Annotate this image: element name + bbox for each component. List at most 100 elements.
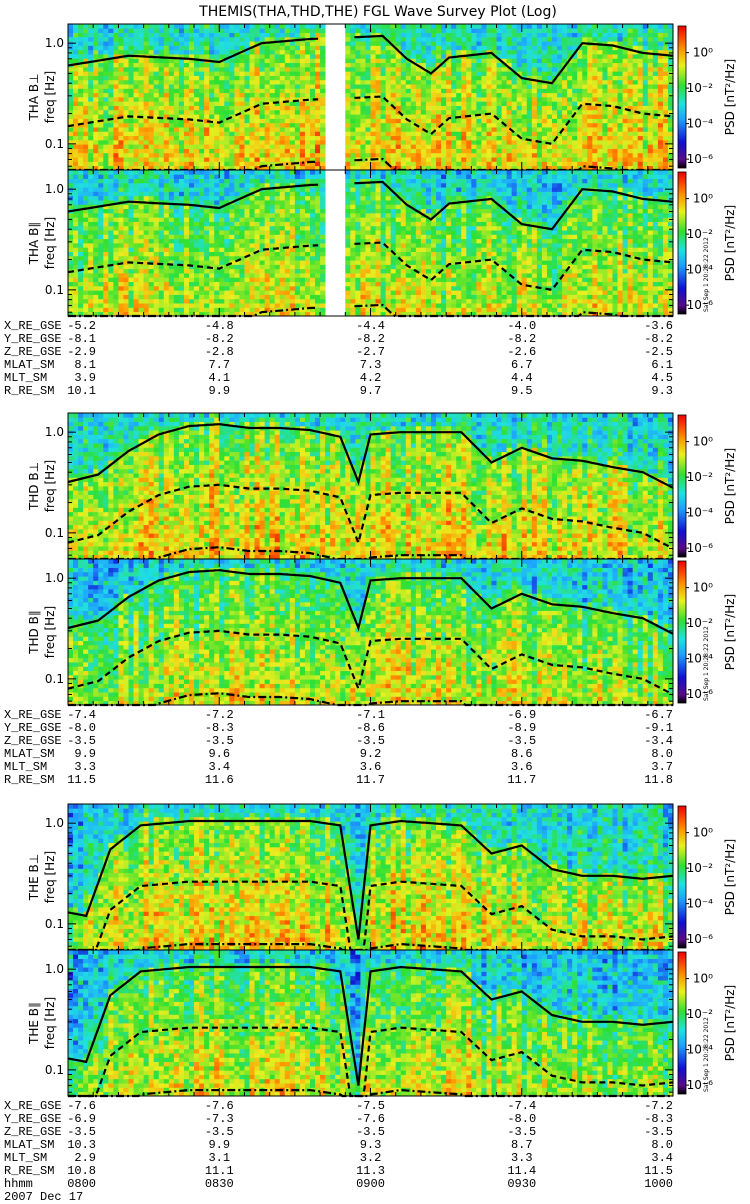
psd-cell [416, 50, 421, 55]
psd-cell [265, 80, 270, 85]
psd-cell [633, 127, 638, 132]
psd-cell [229, 71, 234, 76]
psd-cell [229, 28, 234, 33]
psd-cell [446, 123, 451, 128]
psd-cell [663, 88, 668, 93]
psd-cell [83, 239, 88, 244]
psd-cell [628, 41, 633, 46]
psd-cell [305, 93, 310, 98]
psd-cell [607, 71, 612, 76]
psd-cell [295, 149, 300, 154]
psd-cell [557, 101, 562, 106]
psd-cell [194, 161, 199, 166]
psd-cell [174, 101, 179, 106]
psd-cell [492, 131, 497, 136]
psd-cell [577, 63, 582, 68]
psd-cell [471, 144, 476, 149]
psd-cell [607, 127, 612, 132]
psd-cell [653, 97, 658, 102]
psd-cell [164, 37, 169, 42]
psd-cell [265, 58, 270, 63]
psd-cell [537, 110, 542, 115]
psd-cell [144, 273, 149, 278]
psd-cell [507, 101, 512, 106]
psd-cell [628, 63, 633, 68]
psd-cell [486, 149, 491, 154]
psd-cell [144, 136, 149, 141]
psd-cell [108, 153, 113, 158]
psd-cell [129, 110, 134, 115]
psd-cell [345, 114, 350, 119]
psd-cell [522, 140, 527, 145]
psd-cell [582, 153, 587, 158]
psd-cell [275, 114, 280, 119]
psd-cell [118, 299, 123, 304]
psd-cell [179, 88, 184, 93]
psd-cell [280, 127, 285, 132]
psd-cell [663, 157, 668, 162]
psd-cell [229, 58, 234, 63]
psd-cell [497, 41, 502, 46]
psd-cell [194, 157, 199, 162]
psd-cell [411, 131, 416, 136]
psd-cell [229, 76, 234, 81]
psd-cell [123, 45, 128, 50]
psd-cell [239, 106, 244, 111]
psd-cell [542, 114, 547, 119]
psd-cell [406, 140, 411, 145]
psd-cell [633, 149, 638, 154]
psd-cell [199, 234, 204, 239]
psd-cell [78, 200, 83, 205]
psd-cell [113, 144, 118, 149]
psd-cell [557, 136, 562, 141]
psd-cell [159, 307, 164, 312]
psd-cell [144, 264, 149, 269]
psd-cell [179, 76, 184, 81]
psd-cell [310, 93, 315, 98]
psd-cell [270, 136, 275, 141]
psd-cell [144, 80, 149, 85]
psd-cell [567, 33, 572, 38]
psd-cell [562, 33, 567, 38]
psd-cell [134, 252, 139, 257]
psd-cell [355, 144, 360, 149]
psd-cell [300, 41, 305, 46]
psd-cell [250, 71, 255, 76]
psd-cell [567, 131, 572, 136]
psd-cell [123, 50, 128, 55]
psd-cell [219, 101, 224, 106]
psd-cell [194, 295, 199, 300]
psd-cell [658, 157, 663, 162]
psd-cell [83, 28, 88, 33]
psd-cell [350, 101, 355, 106]
psd-cell [305, 123, 310, 128]
psd-cell [199, 230, 204, 235]
psd-cell [466, 157, 471, 162]
psd-cell [149, 131, 154, 136]
psd-cell [421, 101, 426, 106]
psd-cell [209, 106, 214, 111]
psd-cell [618, 37, 623, 42]
psd-cell [360, 106, 365, 111]
psd-cell [93, 144, 98, 149]
psd-cell [234, 97, 239, 102]
psd-cell [103, 196, 108, 201]
psd-cell [592, 157, 597, 162]
psd-cell [123, 183, 128, 188]
psd-cell [512, 93, 517, 98]
psd-cell [416, 58, 421, 63]
psd-cell [204, 161, 209, 166]
psd-cell [456, 80, 461, 85]
psd-cell [164, 196, 169, 201]
psd-cell [300, 93, 305, 98]
psd-cell [129, 157, 134, 162]
psd-cell [68, 222, 73, 227]
psd-cell [149, 37, 154, 42]
psd-cell [461, 93, 466, 98]
psd-cell [461, 140, 466, 145]
psd-cell [93, 230, 98, 235]
psd-cell [209, 144, 214, 149]
psd-cell [648, 136, 653, 141]
psd-cell [134, 299, 139, 304]
psd-cell [613, 63, 618, 68]
